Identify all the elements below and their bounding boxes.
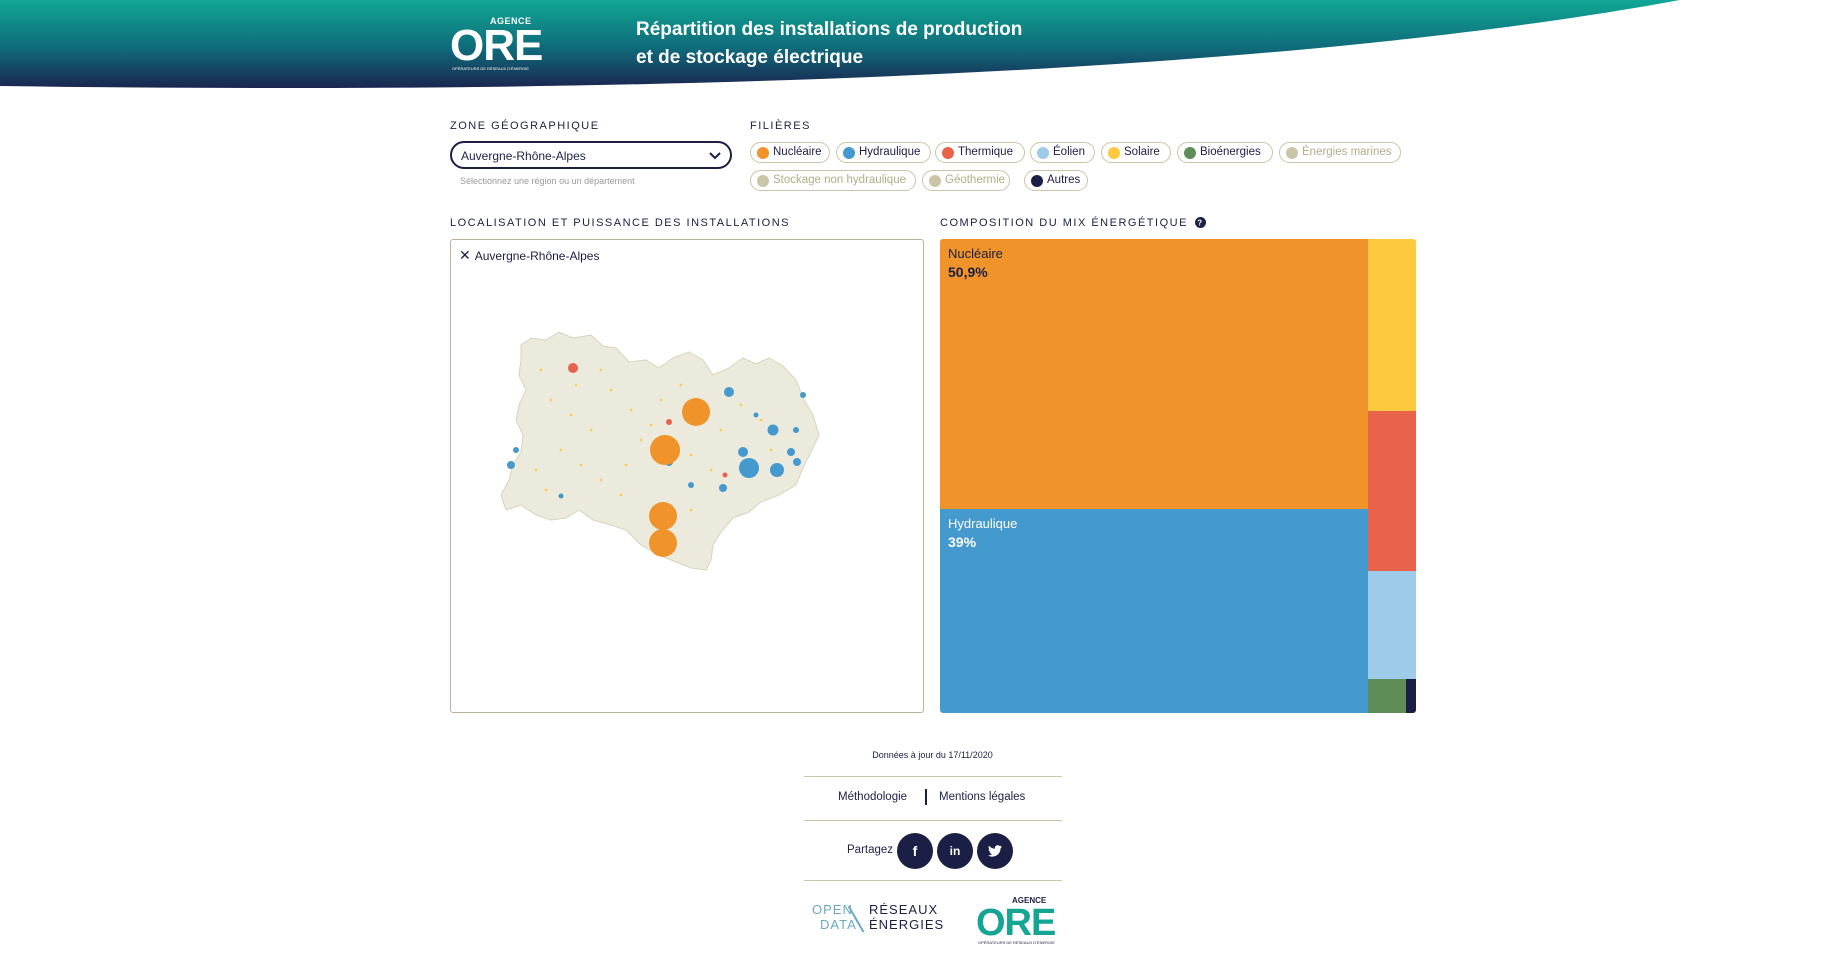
map-region-tag[interactable]: ✕ Auvergne-Rhône-Alpes xyxy=(459,247,599,264)
chip-label: Bioénergies xyxy=(1200,146,1261,158)
treemap-cell-bioenergies[interactable] xyxy=(1368,679,1406,713)
region-map[interactable] xyxy=(451,240,923,712)
chip-label: Éolien xyxy=(1053,146,1085,158)
header-banner xyxy=(0,0,1680,89)
page-title-line1: Répartition des installations de product… xyxy=(636,19,1023,40)
facebook-share-button[interactable]: f xyxy=(897,833,933,869)
filiere-chip[interactable]: Solaire xyxy=(1101,142,1171,163)
logo-agence-text: AGENCE xyxy=(490,16,532,26)
chevron-down-icon xyxy=(709,152,721,160)
mix-treemap: Nucléaire 50,9% Hydraulique 39% xyxy=(940,239,1416,713)
ore-logo[interactable]: AGENCE ORE OPÉRATEURS DE RÉSEAUX D'ÉNERG… xyxy=(450,14,543,71)
filiere-chip[interactable]: Thermique xyxy=(935,142,1025,163)
chip-color-dot xyxy=(1184,147,1196,159)
share-label: Partagez xyxy=(847,844,894,856)
open-data-logo[interactable]: OPEN DATA RÉSEAUX ÉNERGIES xyxy=(812,902,952,942)
chip-color-dot xyxy=(843,147,855,159)
chip-label: Thermique xyxy=(958,146,1013,158)
treemap-cell-eolien[interactable] xyxy=(1368,571,1416,679)
chip-color-dot xyxy=(942,147,954,159)
hydro-large-dot xyxy=(739,458,759,478)
mix-section-label: COMPOSITION DU MIX ÉNERGÉTIQUE ? xyxy=(940,217,1207,229)
page-title: Répartition des installations de product… xyxy=(636,16,1096,72)
nuclear-dots xyxy=(649,398,710,557)
treemap-cell-nucleaire[interactable]: Nucléaire 50,9% xyxy=(940,239,1368,509)
solar-dots xyxy=(534,368,773,542)
footer-logo-ore: ORE xyxy=(976,902,1056,944)
treemap-cell-value: 39% xyxy=(948,534,977,550)
open-data-text-3: RÉSEAUX xyxy=(869,902,939,917)
treemap-cell-thermique[interactable] xyxy=(1368,411,1416,571)
filieres-label: FILIÈRES xyxy=(750,120,811,132)
filiere-chip[interactable]: Nucléaire xyxy=(750,142,830,163)
link-separator xyxy=(925,789,927,805)
map-section-label: LOCALISATION ET PUISSANCE DES INSTALLATI… xyxy=(450,217,790,229)
map-tag-label: Auvergne-Rhône-Alpes xyxy=(474,249,600,263)
filiere-chip[interactable]: Éolien xyxy=(1030,142,1095,163)
chip-color-dot xyxy=(757,147,769,159)
methodology-link[interactable]: Méthodologie xyxy=(838,791,908,803)
open-data-right: RÉSEAUX ÉNERGIES xyxy=(869,902,944,932)
thermal-dots xyxy=(568,363,728,478)
chip-color-dot xyxy=(1108,147,1120,159)
chip-color-dot xyxy=(757,175,769,187)
mix-section-label-text: COMPOSITION DU MIX ÉNERGÉTIQUE xyxy=(940,217,1188,229)
filiere-chip[interactable]: Autres xyxy=(1024,170,1088,191)
chip-label: Solaire xyxy=(1124,146,1160,158)
filiere-chip[interactable]: Énergies marines xyxy=(1279,142,1401,163)
treemap-cell-label: Nucléaire xyxy=(948,246,1003,261)
divider xyxy=(804,880,1062,881)
open-data-text-2: DATA xyxy=(820,917,857,932)
linkedin-share-button[interactable]: in xyxy=(937,833,973,869)
zone-help-text: Sélectionnez une région ou un départemen… xyxy=(460,176,635,186)
ore-footer-logo[interactable]: AGENCE ORE OPÉRATEURS DE RÉSEAUX D'ÉNERG… xyxy=(976,896,1056,945)
open-data-text-4: ÉNERGIES xyxy=(869,917,945,932)
filiere-chip[interactable]: Bioénergies xyxy=(1177,142,1273,163)
divider xyxy=(804,820,1062,821)
chip-label: Énergies marines xyxy=(1302,146,1392,158)
twitter-share-button[interactable] xyxy=(977,833,1013,869)
open-data-left: OPEN DATA xyxy=(812,902,857,932)
filiere-chip[interactable]: Géothermie xyxy=(922,170,1010,191)
chip-label: Nucléaire xyxy=(773,146,822,158)
filiere-chip[interactable]: Stockage non hydraulique xyxy=(750,170,916,191)
zone-label: ZONE GÉOGRAPHIQUE xyxy=(450,120,600,132)
chip-label: Géothermie xyxy=(945,174,1006,186)
logo-ore-text: ORE xyxy=(450,21,543,70)
treemap-cell-label: Hydraulique xyxy=(948,516,1018,531)
question-circle-icon[interactable]: ? xyxy=(1195,217,1207,228)
treemap-cell-autres[interactable] xyxy=(1406,679,1416,713)
chip-color-dot xyxy=(929,175,941,187)
logo-subtitle: OPÉRATEURS DE RÉSEAUX D'ÉNERGIE xyxy=(452,66,529,71)
chip-color-dot xyxy=(1037,147,1049,159)
legal-link[interactable]: Mentions légales xyxy=(939,791,1026,803)
svg-text:?: ? xyxy=(1198,219,1204,228)
treemap-cell-solaire[interactable] xyxy=(1368,239,1416,411)
chip-label: Stockage non hydraulique xyxy=(773,174,906,186)
treemap-cell-value: 50,9% xyxy=(948,264,988,280)
filiere-chip[interactable]: Hydraulique xyxy=(836,142,931,163)
chip-color-dot xyxy=(1286,147,1298,159)
chip-label: Hydraulique xyxy=(859,146,921,158)
zone-select-value: Auvergne-Rhône-Alpes xyxy=(461,149,586,163)
data-date: Données à jour du 17/11/2020 xyxy=(872,750,993,760)
twitter-icon xyxy=(988,845,1002,857)
zone-select[interactable]: Auvergne-Rhône-Alpes xyxy=(450,141,732,169)
linkedin-icon: in xyxy=(949,844,961,858)
chip-label: Autres xyxy=(1047,174,1081,186)
map-panel[interactable]: ✕ Auvergne-Rhône-Alpes xyxy=(450,239,924,713)
close-icon[interactable]: ✕ xyxy=(459,247,471,263)
chip-color-dot xyxy=(1031,175,1043,187)
footer-logo-agence: AGENCE xyxy=(1012,896,1047,905)
facebook-icon: f xyxy=(912,843,918,859)
open-data-text-1: OPEN xyxy=(812,902,853,917)
treemap-cell-hydraulique[interactable]: Hydraulique 39% xyxy=(940,509,1368,713)
divider xyxy=(804,776,1062,777)
page-title-line2: et de stockage électrique xyxy=(636,47,864,68)
footer-logo-subtitle: OPÉRATEURS DE RÉSEAUX D'ÉNERGIE xyxy=(978,940,1055,945)
